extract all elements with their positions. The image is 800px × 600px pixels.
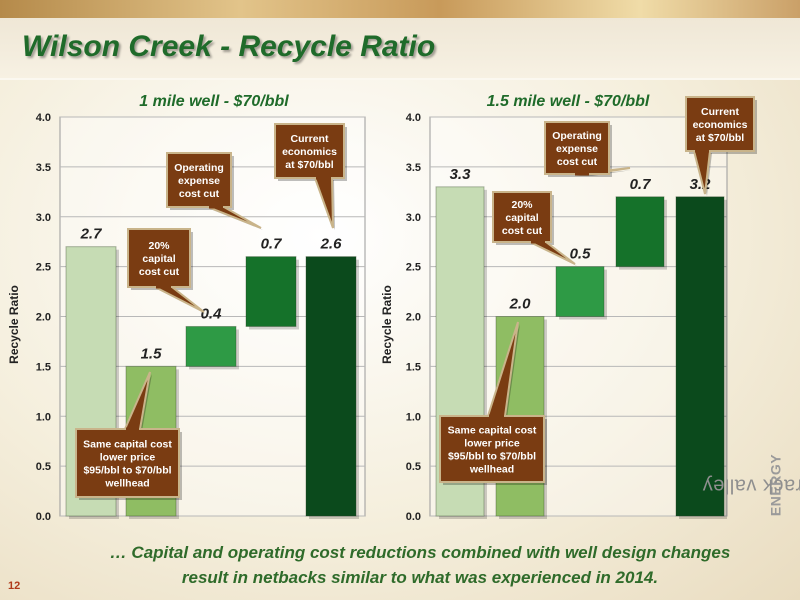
callout-text: Current (701, 106, 739, 118)
y-tick-label: 4.0 (406, 112, 421, 124)
y-tick-label: 3.0 (36, 212, 51, 224)
bar-value-label: 2.6 (320, 236, 343, 253)
callout-text: lower price (100, 452, 156, 464)
callout-text: Operating (552, 130, 602, 142)
bar (615, 196, 665, 268)
header-bar (0, 18, 800, 78)
bar (555, 266, 605, 317)
footnote-text: Capital and operating cost reductions co… (131, 543, 731, 587)
bar (245, 256, 297, 327)
callout-text: lower price (464, 438, 520, 450)
callout-text: economics (282, 146, 337, 158)
callout-text: capital (142, 253, 175, 265)
callout-text: Same capital cost (448, 425, 537, 437)
callout-text: expense (178, 175, 220, 187)
y-tick-label: 2.0 (406, 312, 421, 324)
y-tick-label: 0.0 (406, 511, 421, 523)
y-tick-label: 1.0 (406, 411, 421, 423)
callout-box (127, 228, 191, 288)
callout-text: at $70/bbl (285, 159, 334, 171)
bar-value-label: 0.7 (630, 176, 652, 193)
chart-title: 1 mile well - $70/bbl (139, 93, 289, 110)
callout-box (492, 191, 552, 243)
y-tick-label: 2.5 (406, 262, 421, 274)
callout-box (685, 96, 755, 152)
callout-text: Current (291, 133, 329, 145)
y-tick-label: 0.0 (36, 511, 51, 523)
callout-text: $95/bbl to $70/bbl (448, 451, 536, 463)
y-tick-label: 1.0 (36, 411, 51, 423)
bar (675, 196, 725, 517)
callout-text: expense (556, 143, 598, 155)
footnote-prefix: … (109, 543, 127, 562)
callout-pointer-shadow (210, 209, 263, 230)
bar (185, 325, 237, 367)
top-decorative-band (0, 0, 800, 18)
bar-value-label: 2.7 (80, 226, 103, 243)
y-tick-label: 3.5 (36, 162, 51, 174)
callout-text: wellhead (104, 478, 149, 490)
page-number: 12 (8, 580, 21, 592)
y-tick-label: 3.0 (406, 212, 421, 224)
callout-text: 20% (511, 199, 533, 211)
callout-text: economics (693, 119, 748, 131)
y-tick-label: 1.5 (406, 361, 421, 373)
chart-2: 0.0 0.5 1.0 1.5 2.0 2.5 3.0 3.5 4.0 1.5 mile well… (380, 93, 757, 523)
callout-text: capital (505, 212, 538, 224)
callout-text: cost cut (557, 156, 598, 168)
callout-box (166, 152, 232, 208)
bar-value-label: 3.3 (450, 166, 472, 183)
callout-text: Same capital cost (83, 439, 172, 451)
y-tick-label: 4.0 (36, 112, 51, 124)
footnote: … Capital and operating cost reductions … (90, 540, 750, 590)
footnote-suffix: . (653, 568, 659, 587)
bar-value-label: 0.4 (201, 305, 223, 322)
bar-value-label: 1.5 (141, 345, 163, 362)
bar-value-label: 0.7 (261, 236, 283, 253)
bar (305, 256, 357, 517)
y-axis-label: Recycle Ratio (380, 285, 394, 364)
callout-box (274, 123, 345, 179)
y-tick-label: 2.0 (36, 312, 51, 324)
slide-title: Wilson Creek - Recycle Ratio (22, 30, 436, 63)
brand-name: tamarack valley (701, 474, 800, 497)
y-tick-label: 0.5 (36, 461, 51, 473)
y-tick-label: 1.5 (36, 361, 51, 373)
callout-text: cost cut (502, 225, 543, 237)
y-tick-label: 2.5 (36, 262, 51, 274)
callout-text: at $70/bbl (696, 132, 745, 144)
chart-title: 1.5 mile well - $70/bbl (487, 93, 650, 110)
callout-text: cost cut (179, 188, 220, 200)
y-axis-label: Recycle Ratio (7, 285, 21, 364)
callout-text: 20% (148, 240, 170, 252)
y-tick-label: 0.5 (406, 461, 421, 473)
chart-1: 0.0 0.5 1.0 1.5 2.0 2.5 3.0 3.5 4.0 1 mile well -… (7, 93, 366, 523)
callout-text: $95/bbl to $70/bbl (83, 465, 171, 477)
bar-value-label: 0.5 (570, 246, 592, 263)
y-tick-label: 3.5 (406, 162, 421, 174)
bar-value-label: 2.0 (509, 296, 532, 313)
callout-text: wellhead (469, 464, 514, 476)
callout-text: Operating (174, 162, 224, 174)
callout-text: cost cut (139, 266, 180, 278)
brand-logo: tamarack valley ENERGY (702, 380, 800, 590)
